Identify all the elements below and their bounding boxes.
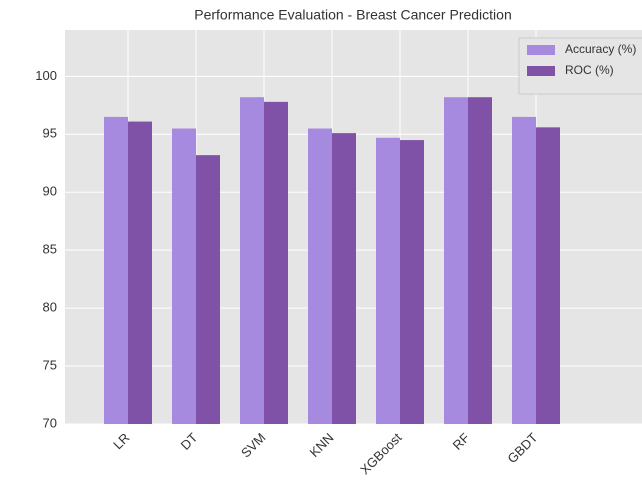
y-tick-label: 80	[43, 300, 57, 315]
x-tick-label: DT	[178, 430, 201, 453]
legend-label: Accuracy (%)	[565, 42, 636, 56]
chart-title: Performance Evaluation - Breast Cancer P…	[194, 7, 511, 23]
x-tick-label: SVM	[238, 430, 269, 461]
y-tick-label: 100	[35, 68, 57, 83]
y-tick-label: 95	[43, 126, 57, 141]
x-tick-label: KNN	[307, 430, 337, 460]
y-tick-label: 90	[43, 184, 57, 199]
legend-label: ROC (%)	[565, 63, 614, 77]
bar	[308, 128, 332, 424]
bar	[240, 97, 264, 424]
x-tick-label: LR	[110, 430, 132, 452]
bar	[196, 155, 220, 424]
x-tick-label: GBDT	[504, 430, 540, 466]
bar	[332, 133, 356, 424]
x-tick-label: XGBoost	[357, 430, 405, 478]
y-tick-label: 70	[43, 415, 57, 430]
bar	[444, 97, 468, 424]
bar	[536, 127, 560, 424]
bar	[104, 116, 128, 424]
y-tick-label: 85	[43, 242, 57, 257]
legend-swatch	[527, 66, 555, 76]
bar	[468, 97, 492, 424]
bar	[264, 101, 288, 425]
bar	[512, 116, 536, 424]
legend-swatch	[527, 45, 555, 55]
bar	[172, 128, 196, 424]
bar	[400, 140, 424, 424]
x-tick-label: RF	[450, 430, 473, 453]
bar	[376, 137, 400, 425]
bar	[128, 121, 152, 424]
y-tick-label: 75	[43, 357, 57, 372]
